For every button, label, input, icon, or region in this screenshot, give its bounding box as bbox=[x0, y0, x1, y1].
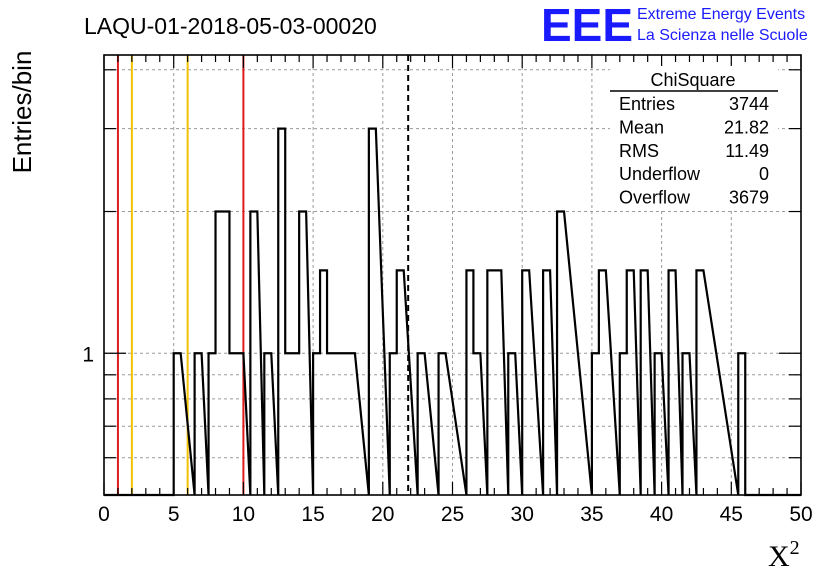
x-tick-label: 30 bbox=[511, 503, 534, 526]
marker-lines bbox=[116, 55, 410, 495]
stats-row-value: 3679 bbox=[729, 188, 769, 208]
x-tick-label: 35 bbox=[580, 503, 603, 526]
x-tick-labels: 0 5 10 15 20 25 30 35 40 45 50 bbox=[98, 503, 813, 526]
stats-row-value: 11.49 bbox=[725, 141, 769, 161]
stats-row-label: RMS bbox=[619, 141, 659, 161]
eee-logo-line1: Extreme Energy Events bbox=[637, 6, 805, 23]
x-tick-label: 10 bbox=[232, 503, 255, 526]
stats-row-label: Overflow bbox=[619, 188, 691, 208]
x-tick-label: 0 bbox=[98, 503, 110, 526]
x-tick-label: 45 bbox=[720, 503, 743, 526]
stats-box-rows: Entries 3744 Mean 21.82 RMS 11.49 Underflow 0 Ov… bbox=[619, 94, 769, 208]
histogram-outline bbox=[104, 127, 801, 497]
stats-box-title: ChiSquare bbox=[650, 70, 735, 90]
x-axis-title-base: X bbox=[768, 540, 790, 572]
stats-row-label: Mean bbox=[619, 117, 664, 137]
x-tick-label: 50 bbox=[789, 503, 812, 526]
stats-box: ChiSquare Entries 3744 Mean 21.82 RMS 11.49 Un… bbox=[610, 66, 778, 208]
axis-ticks bbox=[103, 55, 802, 495]
x-tick-label: 15 bbox=[301, 503, 324, 526]
stats-row-label: Entries bbox=[619, 94, 675, 114]
x-tick-label: 5 bbox=[168, 503, 180, 526]
x-tick-label: 20 bbox=[371, 503, 394, 526]
stats-row-value: 3744 bbox=[729, 94, 769, 114]
x-tick-label: 40 bbox=[650, 503, 673, 526]
x-tick-label: 25 bbox=[441, 503, 464, 526]
x-axis-title-superscript: 2 bbox=[790, 537, 800, 559]
eee-logo-mark: EEE bbox=[541, 0, 633, 51]
y-tick-label: 1 bbox=[82, 343, 94, 366]
stats-row-value: 21.82 bbox=[724, 117, 769, 137]
x-axis-title: X2 bbox=[768, 537, 800, 572]
eee-logo-line2: La Scienza nelle Scuole bbox=[637, 27, 808, 44]
chart-title: LAQU-01-2018-05-03-00020 bbox=[84, 13, 377, 39]
stats-box-background bbox=[610, 66, 778, 208]
stats-row-value: 0 bbox=[759, 164, 769, 184]
eee-logo: EEE Extreme Energy Events La Scienza nel… bbox=[541, 0, 808, 51]
y-tick-labels: 1 bbox=[82, 343, 94, 366]
y-axis-title: Entries/bin bbox=[7, 51, 37, 174]
stats-row-label: Underflow bbox=[619, 164, 701, 184]
